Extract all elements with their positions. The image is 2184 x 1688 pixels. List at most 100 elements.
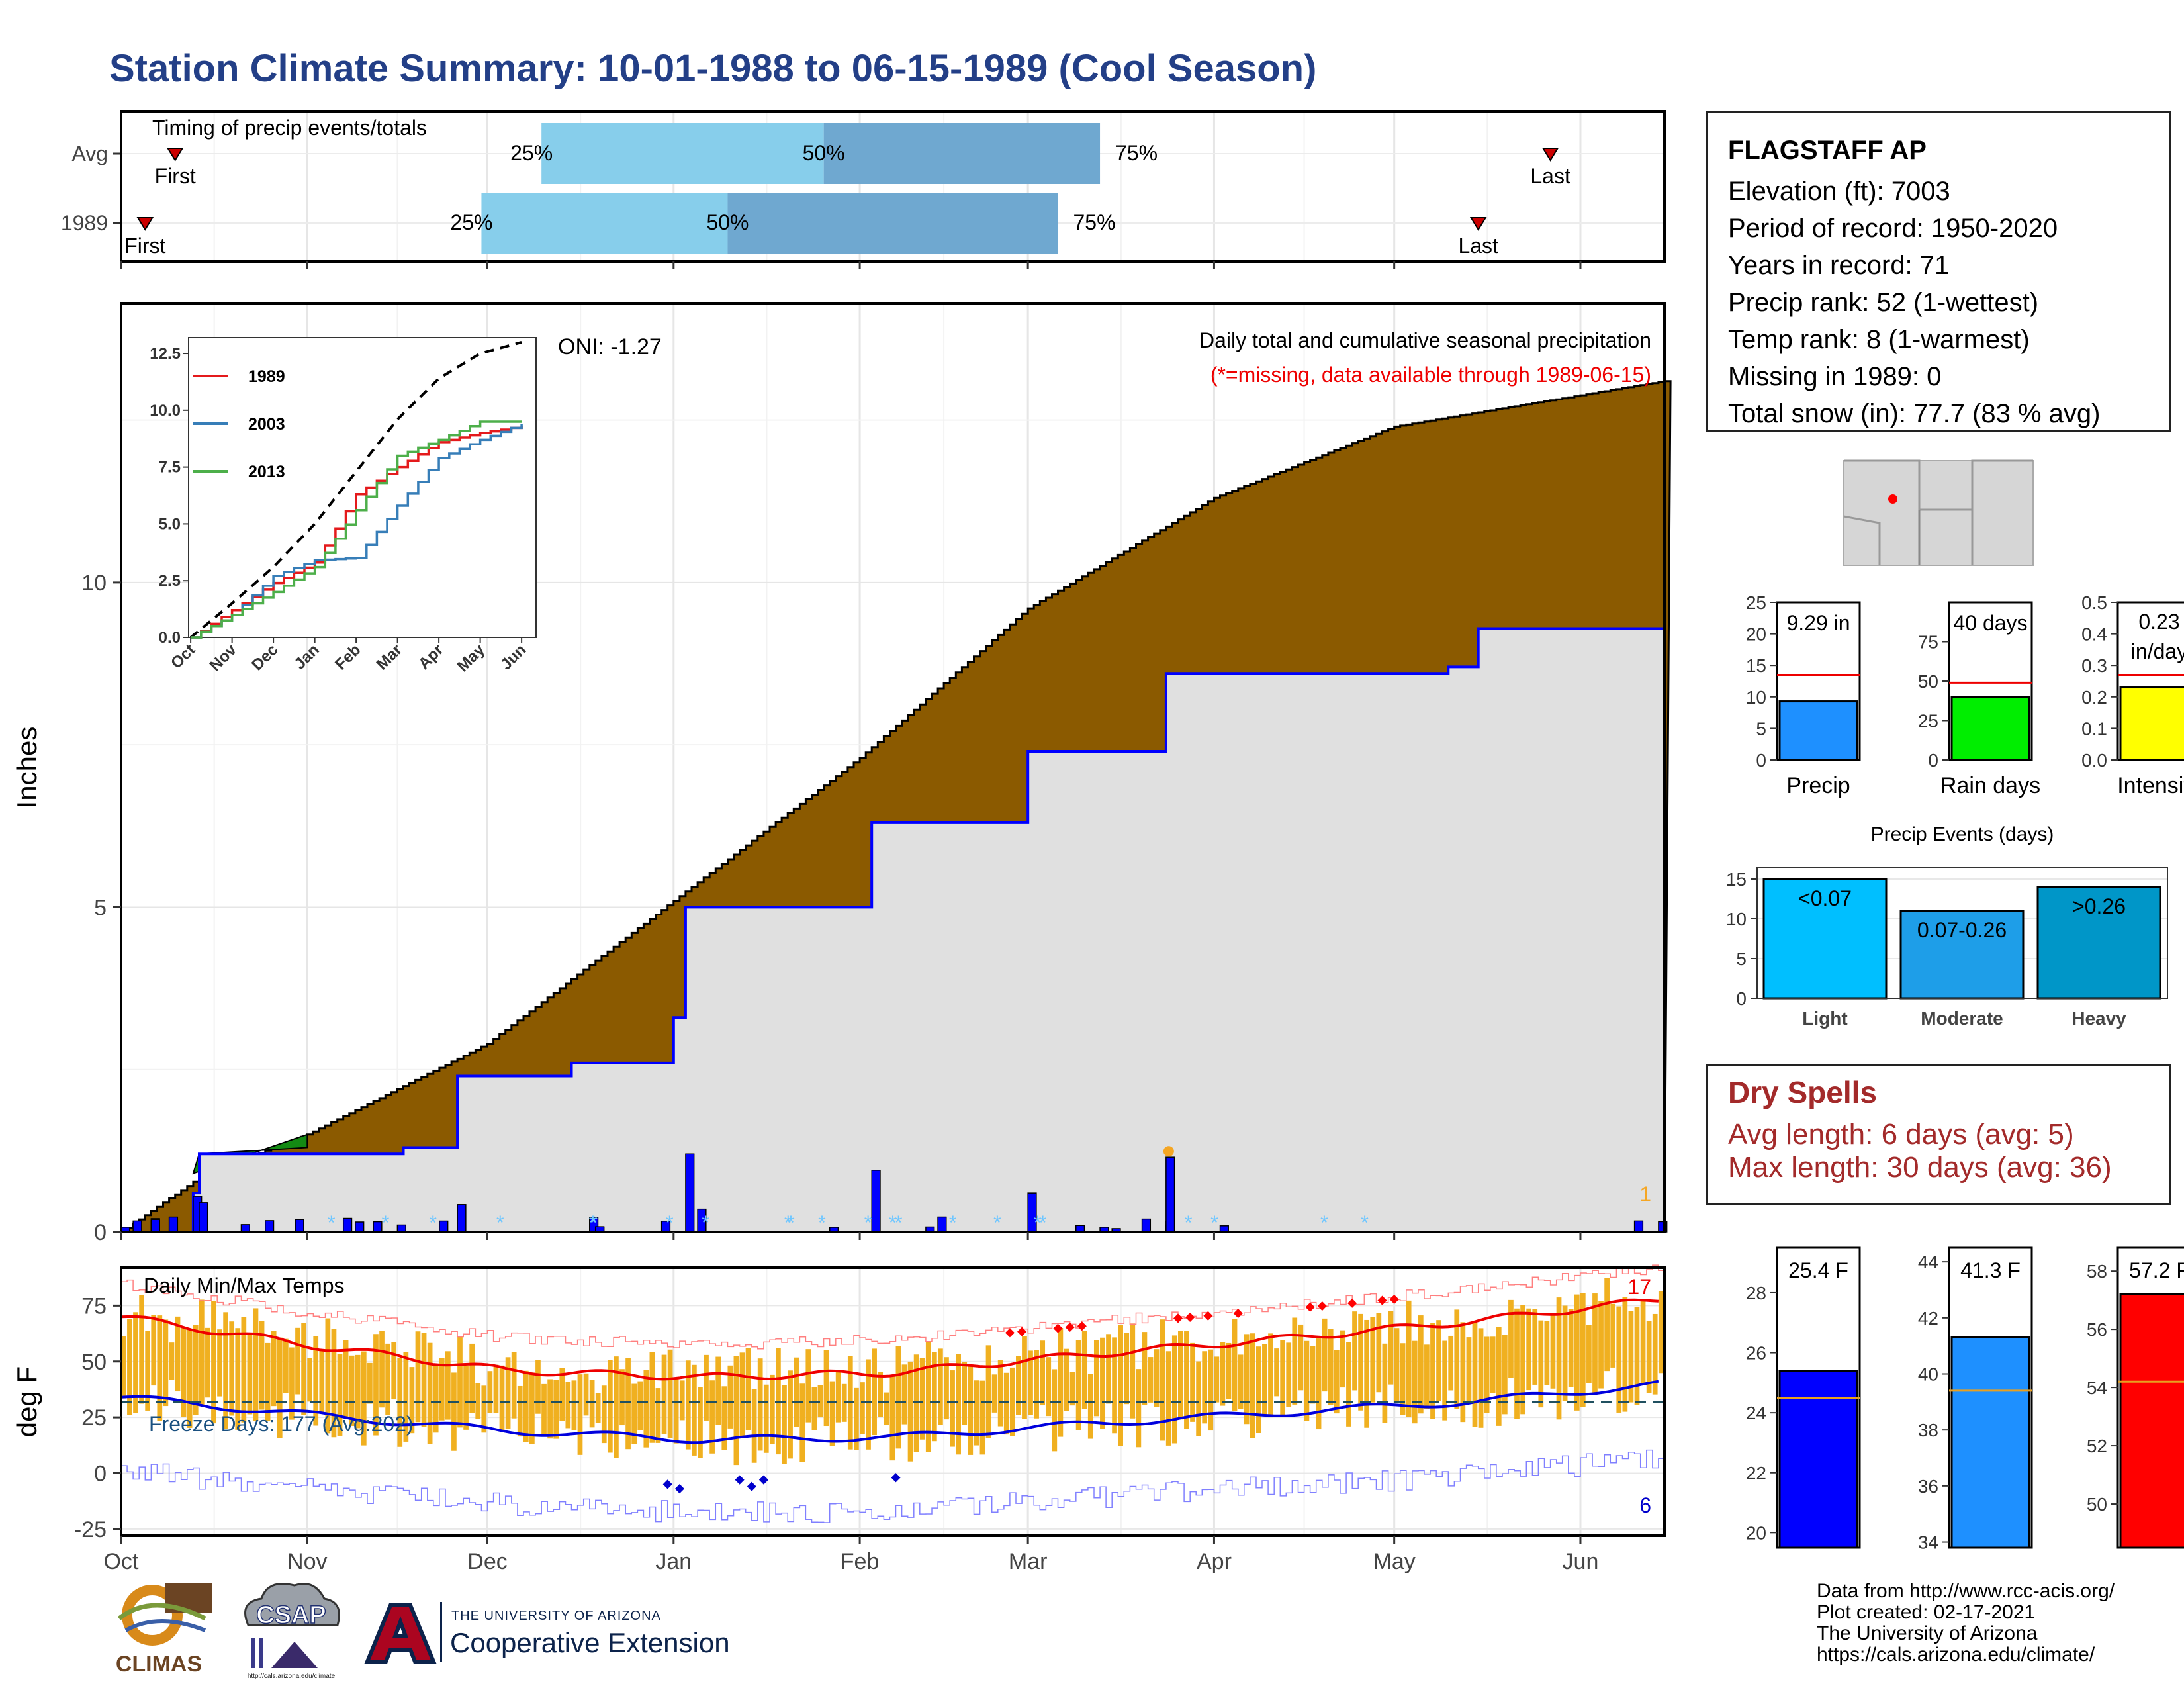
daily-temp-bar xyxy=(1460,1322,1466,1423)
daily-precip-bar xyxy=(265,1220,275,1233)
snow-day-marker: * xyxy=(1185,1212,1193,1234)
summary-bar-name: Rain days xyxy=(1940,773,2040,798)
daily-temp-bar xyxy=(913,1354,919,1452)
daily-temp-bar xyxy=(1346,1342,1351,1427)
inset-series-line xyxy=(191,426,523,639)
daily-temp-bar xyxy=(1058,1328,1064,1437)
daily-temp-bar xyxy=(175,1316,181,1392)
temp-y-tick-label: 75 xyxy=(81,1293,107,1319)
daily-temp-bar xyxy=(1028,1350,1033,1415)
temp-summary-tick-label: 28 xyxy=(1746,1283,1766,1303)
daily-temp-bar xyxy=(1472,1323,1478,1427)
daily-temp-bar xyxy=(1520,1305,1525,1415)
summary-bar-tick-label: 15 xyxy=(1746,655,1766,676)
daily-temp-bar xyxy=(619,1369,625,1426)
daily-temp-bar xyxy=(625,1358,631,1450)
daily-temp-bar xyxy=(589,1380,595,1428)
daily-temp-bar xyxy=(631,1383,637,1444)
station-snow: Total snow (in): 77.7 (83 % avg) xyxy=(1728,399,2101,428)
daily-precip-bar xyxy=(199,1202,208,1233)
daily-temp-bar xyxy=(1466,1337,1472,1402)
climas-text: CLIMAS xyxy=(116,1652,202,1677)
daily-temp-bar xyxy=(529,1372,535,1444)
daily-temp-bar xyxy=(1496,1327,1502,1426)
daily-temp-bar xyxy=(1268,1333,1273,1418)
summary-bar-tick-label: 0.5 xyxy=(2081,592,2107,613)
summary-bar-tick-label: 0.0 xyxy=(2081,750,2107,771)
temp-y-tick-label: 0 xyxy=(94,1462,107,1487)
daily-temp-bar xyxy=(1016,1356,1021,1415)
daily-temp-bar xyxy=(901,1364,907,1425)
month-label: May xyxy=(1373,1549,1416,1574)
snow-day-marker: * xyxy=(1039,1212,1047,1234)
daily-temp-bar xyxy=(1430,1323,1435,1419)
credits: Data from http://www.rcc-acis.org/ Plot … xyxy=(1817,1581,2115,1665)
event-category: Light xyxy=(1802,1008,1847,1029)
daily-temp-bar xyxy=(757,1358,763,1451)
daily-temp-bar xyxy=(1298,1324,1304,1391)
daily-temp-bar xyxy=(193,1325,199,1415)
daily-temp-bar xyxy=(445,1351,451,1420)
daily-temp-bar xyxy=(1592,1293,1598,1395)
daily-temp-bar xyxy=(481,1385,487,1433)
daily-temp-bar xyxy=(1232,1319,1238,1411)
daily-temp-bar xyxy=(517,1385,523,1437)
daily-temp-bar xyxy=(1526,1308,1532,1391)
precip-frame xyxy=(120,302,1666,1233)
daily-temp-bar xyxy=(571,1380,577,1430)
daily-temp-bar xyxy=(1478,1328,1484,1428)
daily-precip-bar xyxy=(355,1221,365,1233)
events-tick-label: 15 xyxy=(1726,869,1747,890)
daily-temp-bar xyxy=(962,1362,968,1425)
daily-temp-bar xyxy=(1165,1351,1171,1446)
daily-temp-bar xyxy=(1376,1313,1382,1393)
daily-temp-bar xyxy=(337,1354,343,1436)
daily-temp-bar xyxy=(1171,1335,1177,1444)
daily-temp-bar xyxy=(763,1384,769,1453)
snow-day-marker: * xyxy=(818,1212,826,1234)
timing-p50-label: 50% xyxy=(803,141,845,165)
summary-bar-tick-label: 25 xyxy=(1746,592,1766,613)
daily-temp-bar xyxy=(1136,1369,1142,1448)
event-bar-label: <0.07 xyxy=(1798,886,1852,910)
daily-temp-bar xyxy=(1514,1308,1520,1419)
daily-precip-bar xyxy=(373,1221,383,1233)
daily-temp-bar xyxy=(301,1323,306,1415)
daily-temp-bar xyxy=(1508,1299,1514,1378)
daily-temp-bar xyxy=(872,1348,877,1436)
daily-temp-bar xyxy=(427,1342,433,1444)
summary-bar-tick-label: 0 xyxy=(1756,750,1766,771)
ua-name: THE UNIVERSITY OF ARIZONA xyxy=(451,1609,661,1623)
event-bar xyxy=(1899,910,2025,1000)
daily-temp-bar xyxy=(265,1342,271,1421)
daily-temp-bar xyxy=(457,1336,463,1428)
daily-temp-bar xyxy=(1634,1307,1640,1405)
daily-temp-bar xyxy=(229,1321,235,1416)
daily-temp-bar xyxy=(931,1352,937,1442)
daily-temp-bar xyxy=(1382,1343,1388,1423)
temp-summary-bar xyxy=(2119,1293,2184,1549)
station-info-box: FLAGSTAFF AP Elevation (ft): 7003 Period… xyxy=(1706,111,2171,432)
first-event-label: First xyxy=(124,234,165,258)
daily-temp-bar xyxy=(991,1374,997,1413)
daily-temp-bar xyxy=(1598,1301,1604,1389)
daily-temp-bar xyxy=(944,1357,949,1420)
summary-bar-name: Precip xyxy=(1786,773,1850,798)
month-label: Jan xyxy=(655,1549,692,1574)
daily-temp-bar xyxy=(1100,1337,1105,1429)
daily-temp-bar xyxy=(895,1346,901,1449)
timing-p25-label: 25% xyxy=(510,141,553,165)
temp-summary-bar xyxy=(1950,1336,2030,1549)
timing-p75-label: 75% xyxy=(1073,211,1116,234)
daily-temp-bar xyxy=(835,1370,841,1423)
daily-temp-bar xyxy=(1069,1372,1075,1406)
temp-summary-tick-label: 20 xyxy=(1746,1523,1766,1543)
daily-temp-bar xyxy=(715,1356,721,1425)
daily-temp-bar xyxy=(1075,1340,1081,1430)
station-location-marker xyxy=(1888,494,1897,504)
event-bar-label: >0.26 xyxy=(2072,894,2126,918)
daily-temp-bar xyxy=(1562,1305,1568,1401)
record-low-line xyxy=(121,1449,1664,1523)
daily-temp-bar xyxy=(1214,1356,1220,1403)
daily-temp-bar xyxy=(1658,1291,1664,1374)
